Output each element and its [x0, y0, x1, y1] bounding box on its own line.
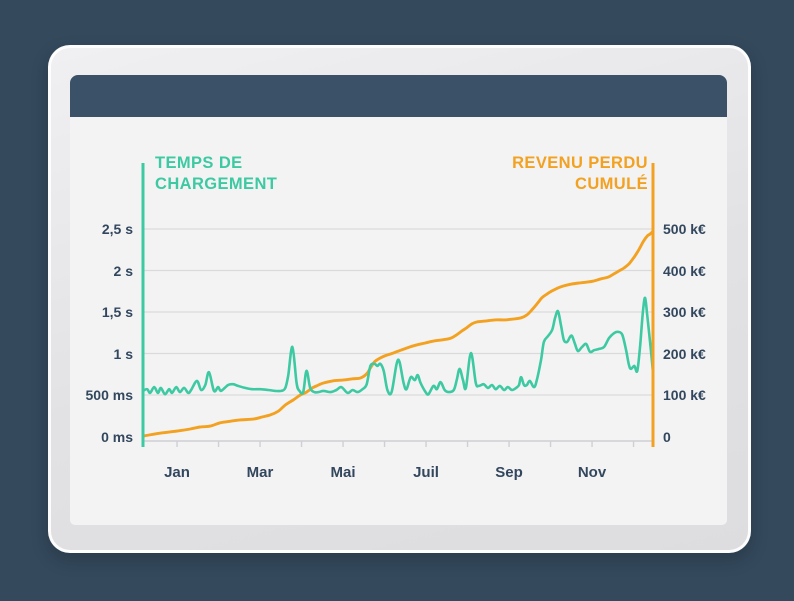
left-axis-title-line1: TEMPS DE: [155, 154, 243, 172]
right-axis-tick-label: 400 k€: [663, 262, 706, 279]
left-axis-title: TEMPS DE CHARGEMENT: [155, 153, 277, 195]
left-axis-tick-label: 2 s: [113, 262, 133, 279]
left-axis-tick-label: 500 ms: [85, 387, 133, 403]
left-axis-tick-label: 2,5 s: [101, 221, 133, 237]
app-header-bar: [70, 75, 727, 117]
right-axis-title-line1: REVENU PERDU: [512, 154, 648, 172]
x-axis-month-label: Juil: [413, 464, 439, 481]
right-axis-tick-label: 200 k€: [663, 345, 706, 362]
right-axis-tick-label: 300 k€: [663, 304, 706, 320]
x-axis-month-label: Jan: [164, 464, 190, 481]
x-axis-month-label: Mai: [330, 464, 356, 481]
left-axis-tick-label: 1 s: [113, 345, 133, 362]
x-axis-month-label: Nov: [577, 464, 607, 481]
right-axis-tick-label: 500 k€: [663, 221, 706, 237]
x-axis-month-label: Sep: [495, 464, 523, 481]
right-axis-title: REVENU PERDU CUMULÉ: [512, 153, 648, 195]
right-axis-tick-label: 100 k€: [663, 387, 706, 403]
left-axis-tick-label: 0 ms: [101, 428, 133, 445]
x-axis-month-label: Mar: [246, 464, 274, 481]
right-axis-tick-label: 0: [663, 428, 671, 445]
right-axis-title-line2: CUMULÉ: [575, 175, 648, 193]
left-axis-title-line2: CHARGEMENT: [155, 175, 278, 193]
left-axis-tick-label: 1,5 s: [101, 304, 133, 320]
